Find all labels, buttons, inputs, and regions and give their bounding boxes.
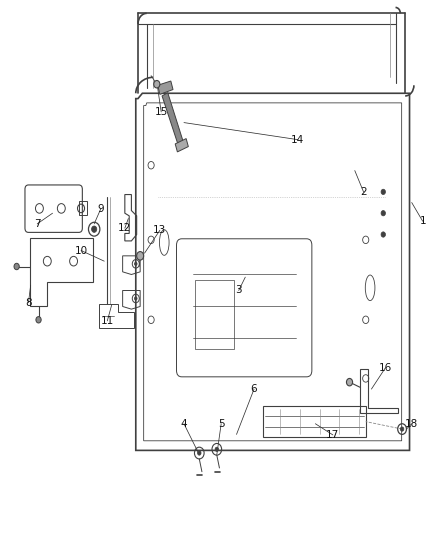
Circle shape bbox=[134, 297, 137, 300]
Circle shape bbox=[137, 252, 144, 260]
Polygon shape bbox=[158, 81, 173, 94]
Circle shape bbox=[92, 226, 97, 232]
Text: 14: 14 bbox=[291, 135, 304, 144]
Text: 18: 18 bbox=[405, 419, 418, 429]
Bar bbox=[195, 280, 234, 349]
Polygon shape bbox=[175, 139, 188, 152]
Text: 17: 17 bbox=[326, 430, 339, 440]
Circle shape bbox=[215, 447, 219, 451]
Text: 12: 12 bbox=[118, 223, 131, 233]
Circle shape bbox=[198, 451, 201, 455]
Text: 16: 16 bbox=[379, 363, 392, 373]
Circle shape bbox=[14, 263, 19, 270]
Circle shape bbox=[381, 232, 385, 237]
Circle shape bbox=[400, 427, 404, 431]
Text: 10: 10 bbox=[74, 246, 88, 255]
Text: 5: 5 bbox=[218, 419, 225, 429]
Polygon shape bbox=[162, 93, 183, 147]
Text: 4: 4 bbox=[180, 419, 187, 429]
Text: 11: 11 bbox=[101, 316, 114, 326]
Circle shape bbox=[346, 378, 353, 386]
Circle shape bbox=[36, 317, 41, 323]
Text: 3: 3 bbox=[235, 286, 242, 295]
Circle shape bbox=[381, 211, 385, 216]
Text: 8: 8 bbox=[25, 298, 32, 308]
Text: 1: 1 bbox=[419, 216, 426, 226]
Text: 15: 15 bbox=[155, 107, 168, 117]
Text: 13: 13 bbox=[153, 225, 166, 235]
Text: 2: 2 bbox=[360, 187, 367, 197]
Text: 9: 9 bbox=[97, 204, 104, 214]
Circle shape bbox=[134, 262, 137, 265]
Circle shape bbox=[381, 189, 385, 195]
Bar bbox=[263, 406, 366, 437]
Circle shape bbox=[154, 80, 160, 88]
Text: 6: 6 bbox=[251, 384, 258, 394]
Text: 7: 7 bbox=[34, 219, 41, 229]
